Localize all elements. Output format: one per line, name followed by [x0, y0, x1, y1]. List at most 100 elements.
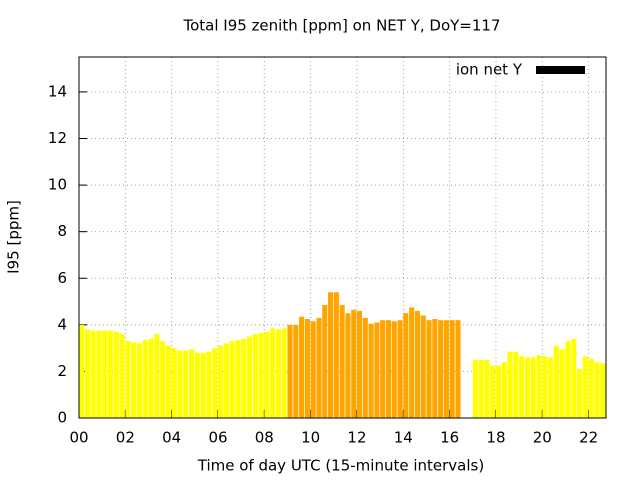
bar	[304, 319, 310, 418]
bar	[241, 338, 247, 418]
bar	[293, 324, 299, 418]
bar	[432, 319, 438, 418]
bar	[414, 310, 420, 418]
bar	[368, 323, 374, 418]
bar	[600, 363, 606, 418]
bar	[559, 349, 565, 418]
bar	[577, 369, 583, 418]
bar	[229, 341, 235, 418]
bar	[362, 317, 368, 418]
bar	[223, 343, 229, 418]
y-tick-label: 2	[57, 362, 67, 380]
y-tick-label: 14	[48, 82, 67, 100]
bar	[270, 328, 276, 418]
bar	[507, 351, 513, 418]
bar	[380, 320, 386, 418]
bar	[455, 320, 461, 418]
bar	[571, 338, 577, 418]
bar	[565, 341, 571, 418]
bar	[501, 362, 507, 418]
bar	[281, 328, 287, 418]
bar	[177, 350, 183, 418]
y-tick-label: 4	[57, 315, 67, 333]
bar	[183, 350, 189, 418]
bar	[235, 339, 241, 418]
bar	[107, 330, 114, 418]
bar	[513, 351, 519, 418]
bar	[96, 330, 102, 418]
bar	[519, 356, 525, 418]
bar	[397, 320, 403, 418]
bar	[548, 357, 554, 418]
bar	[530, 357, 536, 418]
bar	[165, 345, 171, 418]
bar	[478, 359, 484, 418]
bar	[403, 313, 409, 418]
bar	[264, 331, 270, 418]
bar	[443, 320, 449, 418]
bar	[287, 324, 293, 418]
bar	[553, 345, 559, 418]
bar	[212, 348, 218, 418]
bar	[148, 338, 154, 418]
bar	[420, 315, 426, 418]
bar	[171, 348, 177, 418]
bar	[484, 359, 490, 418]
bar	[299, 316, 305, 418]
bar	[582, 356, 588, 418]
bar	[102, 330, 108, 418]
bar	[90, 330, 96, 418]
bar	[316, 317, 322, 418]
y-tick-label: 0	[57, 409, 67, 427]
x-tick-label: 02	[116, 429, 135, 447]
bar	[374, 322, 380, 418]
bar	[84, 329, 90, 418]
bar	[594, 362, 600, 418]
bar	[194, 352, 200, 418]
x-tick-label: 00	[69, 429, 88, 447]
y-tick-label: 8	[57, 222, 67, 240]
y-tick-label: 12	[48, 129, 67, 147]
x-tick-label: 22	[579, 429, 598, 447]
x-tick-label: 04	[162, 429, 181, 447]
legend-label: ion net Y	[456, 61, 523, 79]
bar	[333, 292, 339, 418]
bar	[328, 292, 334, 418]
y-tick-label: 10	[48, 176, 67, 194]
bar	[391, 321, 397, 418]
bar	[409, 307, 415, 418]
bar	[524, 357, 531, 418]
bar	[154, 334, 160, 418]
bar	[79, 324, 85, 418]
bar	[356, 310, 363, 418]
x-tick-label: 16	[440, 429, 459, 447]
bar	[385, 320, 392, 418]
bar	[275, 329, 281, 418]
chart-title: Total I95 zenith [ppm] on NET Y, DoY=117	[182, 17, 500, 35]
bar	[125, 341, 131, 418]
bar	[136, 343, 143, 418]
plot-border	[78, 56, 607, 419]
x-tick-label: 06	[208, 429, 227, 447]
bar	[351, 309, 357, 418]
bar	[246, 336, 253, 418]
bar	[258, 332, 264, 418]
bar	[490, 365, 496, 418]
bar	[495, 365, 502, 418]
bar	[542, 356, 548, 418]
x-tick-label: 08	[255, 429, 274, 447]
bar	[160, 341, 166, 418]
x-tick-label: 12	[347, 429, 366, 447]
y-axis-label: I95 [ppm]	[5, 200, 23, 274]
bar	[217, 345, 224, 418]
bar	[131, 342, 137, 418]
bar	[189, 349, 195, 418]
bar	[113, 331, 119, 418]
x-tick-label: 18	[486, 429, 505, 447]
bar	[206, 351, 212, 418]
bar	[310, 321, 316, 418]
bar	[449, 320, 455, 418]
bar	[252, 334, 258, 418]
bar	[322, 305, 328, 418]
